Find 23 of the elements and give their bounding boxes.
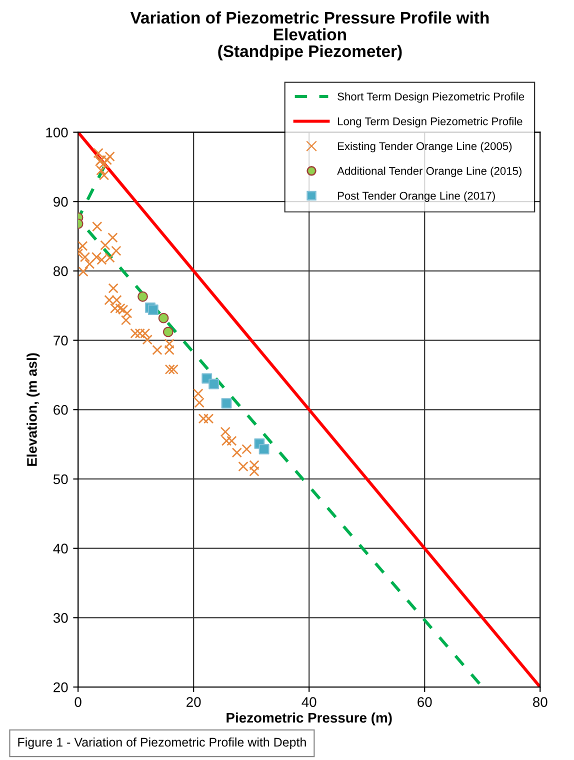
y-tick-label: 90 [54,196,68,207]
chart-title: Variation of Piezometric Pressure Profile with Elevation (Standpipe Piezometer) [130,11,489,60]
legend-label: Short Term Design Piezometric Profile [338,92,524,103]
y-tick-label: 80 [54,266,68,276]
x-axis-title: Piezometric Pressure (m) [226,712,392,726]
y-tick-label: 50 [53,474,68,484]
y-tick-label: 70 [54,336,68,346]
x-tick-label: 60 [418,697,432,707]
y-tick-label: 20 [54,682,68,692]
y-axis-title: Elevation, (m asl) [26,353,40,466]
x-tick-label: 80 [533,697,548,707]
x-tick-label: 0 [74,697,82,707]
caption: Figure 1 - Variation of Piezometric Profile with Depth [18,737,306,750]
legend-label: Additional Tender Orange Line (2015) [337,166,522,178]
y-tick-label: 60 [54,404,68,415]
legend-label: Existing Tender Orange Line (2005) [338,142,512,152]
y-tick-label: 100 [46,128,68,138]
y-tick-label: 40 [53,544,68,554]
x-tick-label: 20 [186,697,201,707]
x-tick-label: 40 [302,697,316,707]
legend-label: Post Tender Orange Line (2017) [338,192,495,202]
y-tick-label: 30 [53,613,68,623]
legend-label: Long Term Design Piezometric Profile [338,117,522,128]
